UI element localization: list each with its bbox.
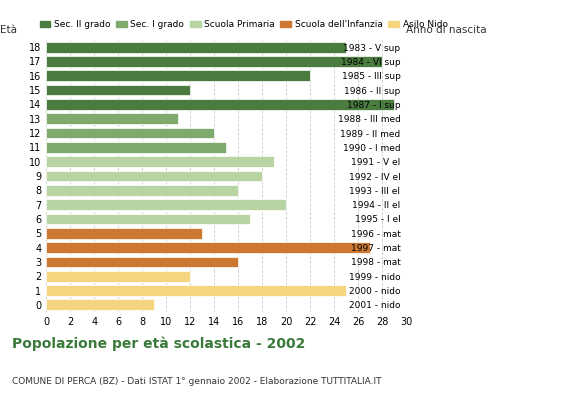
Text: Anno di nascita: Anno di nascita	[406, 24, 487, 34]
Bar	[46, 42, 346, 52]
Text: Popolazione per età scolastica - 2002: Popolazione per età scolastica - 2002	[12, 336, 305, 351]
Bar	[46, 300, 154, 310]
Bar	[46, 171, 262, 181]
Bar	[46, 85, 190, 96]
Bar	[46, 214, 250, 224]
Bar	[46, 128, 214, 138]
Bar	[46, 156, 274, 167]
Bar	[46, 242, 370, 253]
Bar	[46, 185, 238, 196]
Text: Età: Età	[0, 24, 17, 34]
Bar	[46, 199, 286, 210]
Bar	[46, 99, 394, 110]
Bar	[46, 56, 382, 67]
Bar	[46, 142, 226, 153]
Bar	[46, 271, 190, 282]
Legend: Sec. II grado, Sec. I grado, Scuola Primaria, Scuola dell'Infanzia, Asilo Nido: Sec. II grado, Sec. I grado, Scuola Prim…	[36, 16, 451, 33]
Text: COMUNE DI PERCA (BZ) - Dati ISTAT 1° gennaio 2002 - Elaborazione TUTTITALIA.IT: COMUNE DI PERCA (BZ) - Dati ISTAT 1° gen…	[12, 377, 381, 386]
Bar	[46, 285, 346, 296]
Bar	[46, 113, 178, 124]
Bar	[46, 256, 238, 267]
Bar	[46, 70, 310, 81]
Bar	[46, 228, 202, 239]
